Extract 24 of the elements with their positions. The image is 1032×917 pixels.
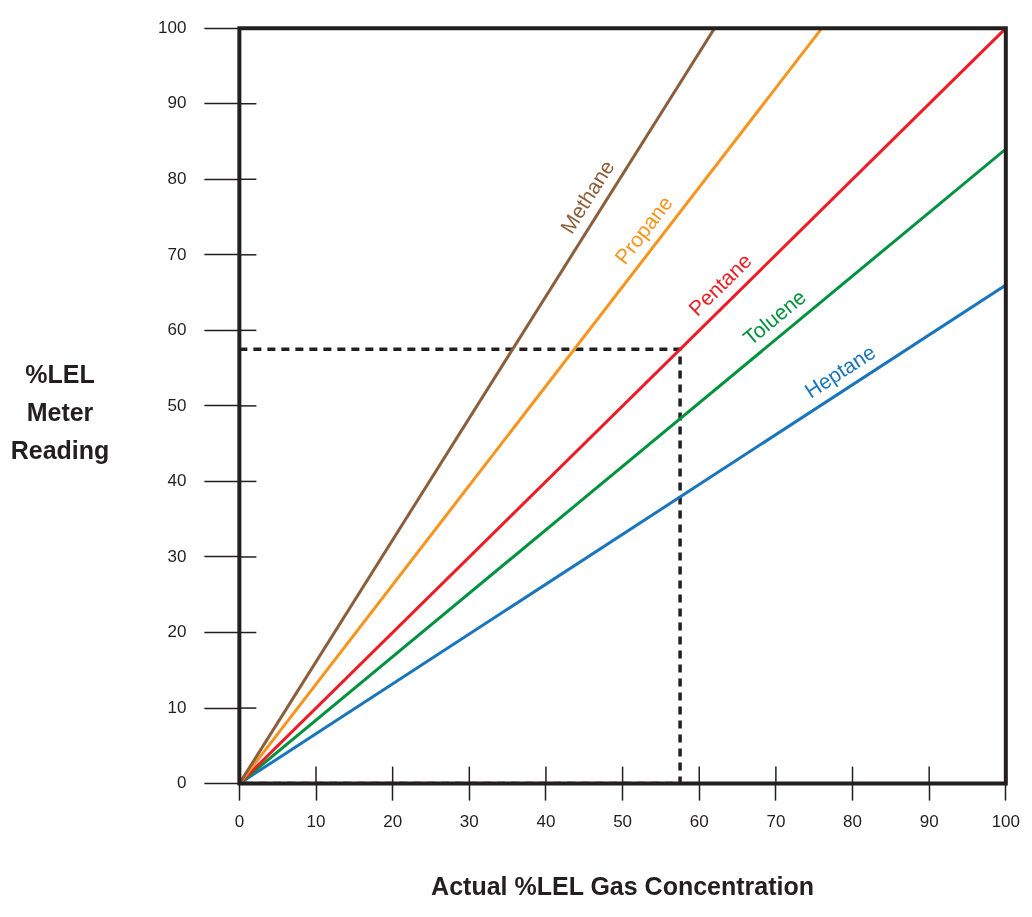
x-tick-label: 90 [919,812,939,832]
y-tick-label: 40 [167,471,187,491]
x-tick-label: 0 [234,812,245,832]
x-tick-label: 60 [689,812,709,832]
y-tick-label: 20 [167,622,187,642]
y-tick-label: 80 [167,168,187,188]
x-tick-label: 20 [383,812,403,832]
x-tick-label: 100 [991,812,1021,832]
x-tick-label: 40 [536,812,556,832]
x-tick-label: 50 [613,812,633,832]
x-tick-label: 30 [459,812,479,832]
y-tick-label: 70 [167,244,187,264]
y-tick-label: 100 [157,17,187,37]
y-tick-label: 30 [167,546,187,566]
y-tick-label: 50 [167,395,187,415]
x-tick-label: 70 [766,812,786,832]
y-tick-label: 60 [167,320,187,340]
x-tick-label: 10 [306,812,326,832]
y-tick-label: 10 [167,697,187,717]
y-tick-label: 90 [167,93,187,113]
y-axis-title: %LEL Meter Reading [9,359,111,466]
x-axis-title: Actual %LEL Gas Concentration [431,871,815,900]
x-tick-label: 80 [843,812,862,832]
y-tick-label: 0 [176,773,187,793]
